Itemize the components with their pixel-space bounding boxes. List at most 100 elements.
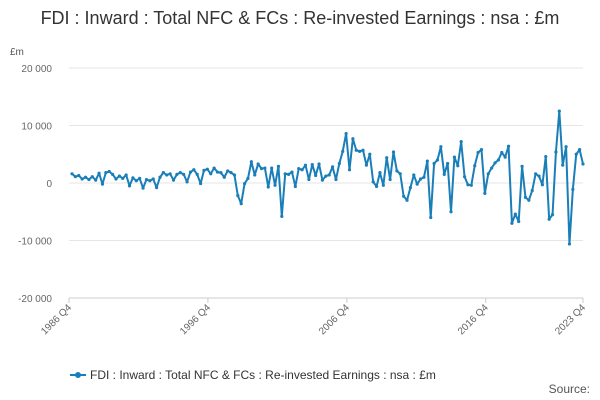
- data-point[interactable]: [490, 166, 494, 170]
- data-point[interactable]: [550, 213, 555, 217]
- data-point[interactable]: [534, 172, 538, 176]
- data-point[interactable]: [479, 148, 484, 152]
- data-point[interactable]: [425, 159, 429, 163]
- data-point[interactable]: [303, 163, 308, 167]
- data-point[interactable]: [476, 150, 480, 155]
- data-point[interactable]: [381, 183, 385, 187]
- data-point[interactable]: [280, 214, 284, 218]
- data-point[interactable]: [97, 171, 101, 175]
- data-point[interactable]: [127, 184, 132, 188]
- data-point[interactable]: [131, 176, 135, 180]
- data-point[interactable]: [249, 160, 253, 164]
- data-point[interactable]: [574, 152, 578, 156]
- data-point[interactable]: [567, 242, 572, 246]
- data-point[interactable]: [212, 166, 216, 170]
- data-point[interactable]: [90, 175, 94, 179]
- data-point[interactable]: [185, 180, 189, 184]
- data-point[interactable]: [466, 183, 470, 187]
- data-point[interactable]: [229, 171, 233, 175]
- data-point[interactable]: [500, 150, 504, 155]
- data-point[interactable]: [320, 178, 325, 182]
- data-point[interactable]: [506, 144, 511, 148]
- data-point[interactable]: [439, 145, 443, 149]
- data-point[interactable]: [209, 172, 213, 176]
- data-point[interactable]: [144, 177, 149, 182]
- data-point[interactable]: [547, 217, 551, 221]
- data-point[interactable]: [544, 154, 548, 159]
- data-point[interactable]: [114, 177, 118, 181]
- data-point[interactable]: [469, 183, 473, 187]
- data-point[interactable]: [107, 169, 111, 174]
- data-point[interactable]: [429, 215, 433, 220]
- data-point[interactable]: [256, 162, 260, 166]
- data-point[interactable]: [402, 194, 406, 198]
- data-point[interactable]: [273, 183, 277, 187]
- data-point[interactable]: [412, 173, 416, 177]
- data-point[interactable]: [297, 167, 301, 171]
- data-point[interactable]: [232, 173, 237, 177]
- data-point[interactable]: [80, 177, 84, 181]
- data-point[interactable]: [293, 184, 297, 189]
- data-point[interactable]: [307, 177, 311, 182]
- data-point[interactable]: [537, 174, 541, 178]
- data-point[interactable]: [358, 149, 362, 153]
- data-point[interactable]: [226, 169, 230, 173]
- data-point[interactable]: [347, 168, 352, 172]
- data-point[interactable]: [290, 170, 294, 174]
- data-point[interactable]: [300, 168, 304, 172]
- data-point[interactable]: [422, 175, 426, 179]
- data-point[interactable]: [385, 156, 389, 160]
- data-point[interactable]: [368, 152, 372, 156]
- data-point[interactable]: [351, 137, 355, 141]
- data-point[interactable]: [496, 158, 500, 162]
- data-point[interactable]: [418, 177, 423, 181]
- data-point[interactable]: [395, 169, 399, 173]
- data-point[interactable]: [523, 195, 528, 199]
- data-point[interactable]: [276, 164, 281, 168]
- data-point[interactable]: [388, 177, 392, 182]
- data-point[interactable]: [435, 158, 440, 162]
- data-point[interactable]: [124, 173, 128, 177]
- data-point[interactable]: [564, 145, 568, 149]
- data-point[interactable]: [134, 179, 138, 183]
- data-point[interactable]: [361, 148, 365, 152]
- data-point[interactable]: [161, 171, 165, 175]
- data-point[interactable]: [571, 187, 575, 191]
- data-point[interactable]: [520, 164, 524, 168]
- data-point[interactable]: [148, 179, 152, 183]
- data-point[interactable]: [374, 184, 379, 189]
- data-point[interactable]: [334, 177, 338, 182]
- data-point[interactable]: [493, 161, 497, 165]
- data-point[interactable]: [330, 165, 335, 169]
- data-point[interactable]: [175, 172, 179, 176]
- data-point[interactable]: [503, 155, 507, 159]
- data-point[interactable]: [259, 167, 264, 171]
- data-point[interactable]: [378, 171, 382, 175]
- data-point[interactable]: [111, 172, 115, 176]
- data-point[interactable]: [266, 185, 270, 189]
- data-point[interactable]: [141, 186, 145, 190]
- data-point[interactable]: [398, 172, 402, 176]
- data-point[interactable]: [168, 172, 172, 176]
- data-point[interactable]: [192, 168, 196, 172]
- data-point[interactable]: [310, 163, 314, 167]
- data-point[interactable]: [205, 167, 209, 171]
- data-point[interactable]: [94, 178, 98, 182]
- data-point[interactable]: [178, 171, 182, 175]
- data-point[interactable]: [222, 175, 226, 179]
- data-point[interactable]: [195, 172, 199, 176]
- data-point[interactable]: [270, 166, 274, 170]
- data-point[interactable]: [459, 140, 463, 144]
- data-point[interactable]: [446, 161, 450, 166]
- data-point[interactable]: [452, 155, 456, 159]
- data-point[interactable]: [83, 175, 88, 179]
- data-point[interactable]: [405, 198, 409, 202]
- data-point[interactable]: [449, 210, 453, 214]
- data-point[interactable]: [557, 109, 561, 113]
- data-point[interactable]: [158, 175, 162, 179]
- data-point[interactable]: [104, 171, 108, 175]
- data-point[interactable]: [138, 176, 142, 180]
- data-point[interactable]: [199, 181, 203, 186]
- data-point[interactable]: [151, 177, 155, 181]
- data-point[interactable]: [561, 163, 565, 167]
